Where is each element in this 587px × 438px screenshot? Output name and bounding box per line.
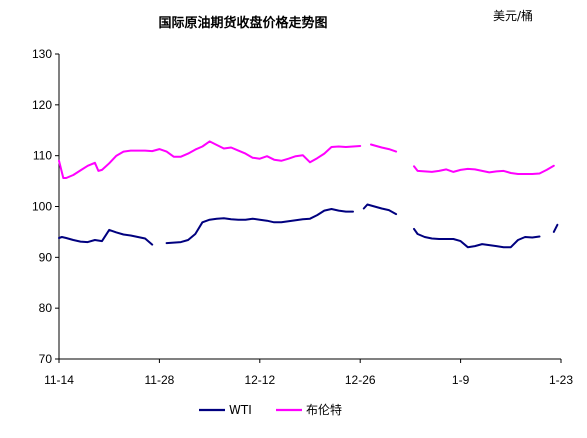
series-line-segment [165, 208, 354, 245]
y-tick-label: 100 [32, 200, 52, 214]
legend-label-wti: WTI [229, 403, 252, 417]
series-line-segment [362, 203, 398, 216]
x-tick-label: 11-28 [144, 373, 174, 387]
series-layer [58, 140, 559, 249]
x-tick-label: 12-26 [345, 373, 376, 387]
series-line-segment [413, 164, 555, 175]
legend-label-brent: 布伦特 [306, 402, 342, 417]
x-tick-label: 12-12 [244, 373, 275, 387]
y-tick-label: 120 [32, 98, 52, 112]
x-tick-label: 1-23 [549, 373, 573, 387]
x-tick-label: 1-9 [452, 373, 470, 387]
legend: WTI 布伦特 [199, 402, 342, 417]
series-wti [58, 203, 559, 249]
chart-title: 国际原油期货收盘价格走势图 [158, 15, 327, 31]
unit-label: 美元/桶 [493, 8, 533, 23]
y-tick-label: 90 [39, 250, 53, 264]
y-tick-label: 70 [39, 352, 53, 366]
y-tick-label: 110 [33, 149, 52, 163]
series-brent [58, 140, 555, 179]
axes: 70 80 90 100 110 120 130 11-14 11-28 12-12 12-26 1-… [32, 47, 573, 387]
series-line-segment [552, 223, 559, 233]
series-line-segment [58, 140, 362, 179]
series-line-segment [413, 227, 541, 249]
series-line-segment [58, 228, 154, 246]
y-tick-label: 80 [39, 301, 53, 315]
x-tick-label: 11-14 [44, 373, 74, 387]
y-tick-label: 130 [32, 47, 52, 61]
series-line-segment [370, 143, 398, 153]
